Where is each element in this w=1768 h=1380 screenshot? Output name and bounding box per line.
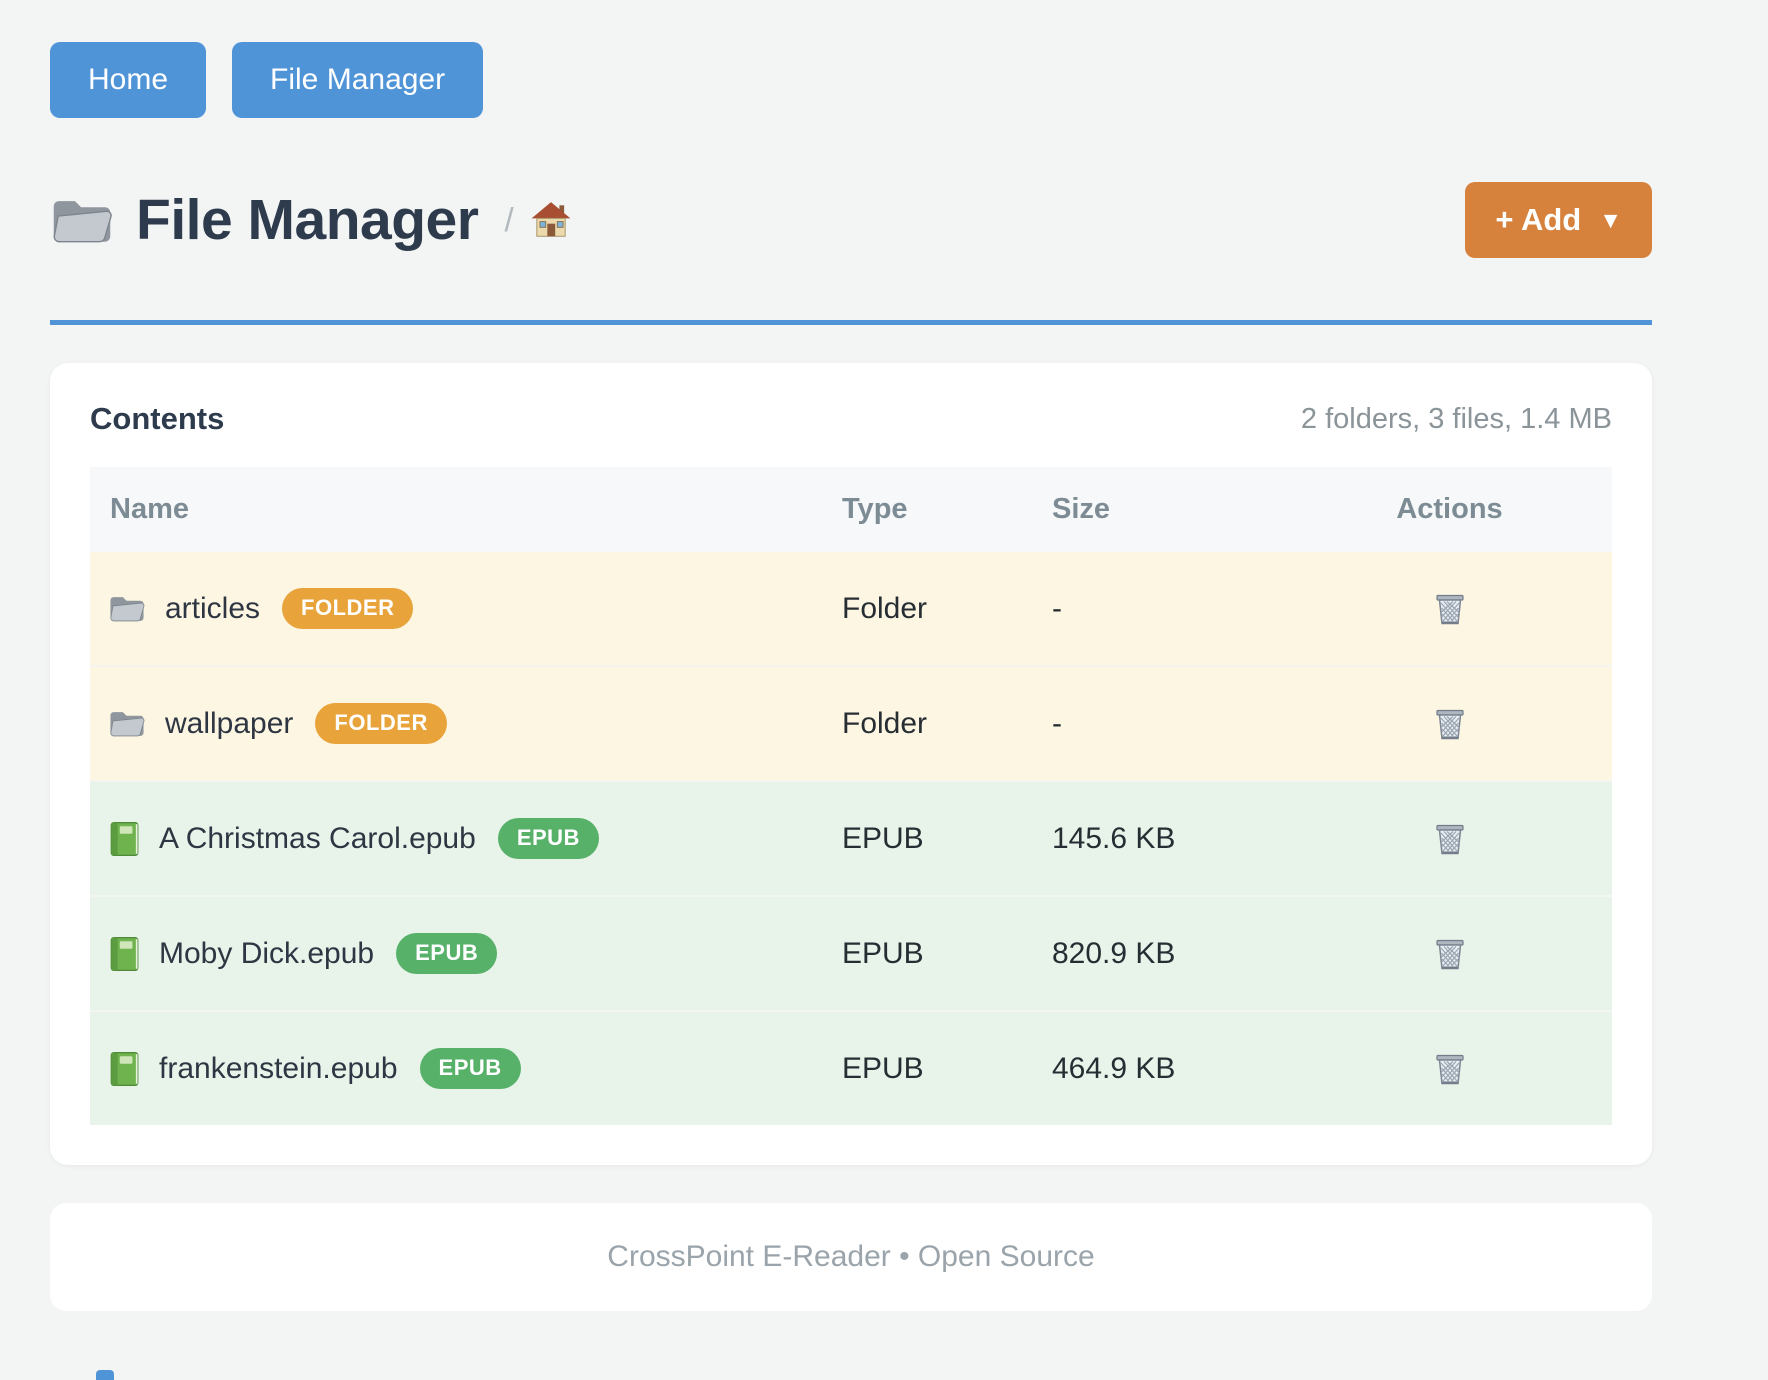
table-row: frankenstein.epub EPUB EPUB 464.9 KB: [90, 1010, 1612, 1125]
add-button[interactable]: + Add ▼: [1465, 182, 1652, 258]
file-link[interactable]: articles: [165, 591, 261, 625]
footer-text: CrossPoint E-Reader • Open Source: [607, 1240, 1095, 1273]
folder-icon: [50, 194, 114, 247]
book-icon: [108, 936, 140, 972]
trash-icon: [1432, 936, 1468, 972]
home-icon[interactable]: [530, 200, 572, 240]
type-cell: EPUB: [842, 1051, 924, 1085]
page-title: File Manager: [136, 188, 479, 252]
type-cell: Folder: [842, 591, 928, 625]
trash-icon: [1432, 1051, 1468, 1087]
offscreen-button-edge: [96, 1370, 114, 1380]
type-cell: Folder: [842, 706, 928, 740]
book-icon: [108, 1051, 140, 1087]
trash-icon: [1432, 706, 1468, 742]
size-cell: 145.6 KB: [1052, 821, 1176, 855]
chevron-down-icon: ▼: [1599, 206, 1622, 233]
nav-home-button[interactable]: Home: [50, 42, 207, 118]
type-cell: EPUB: [842, 821, 924, 855]
type-cell: EPUB: [842, 936, 924, 970]
column-header-name: Name: [110, 493, 189, 525]
size-cell: 820.9 KB: [1052, 936, 1176, 970]
file-table: Name Type Size Actions articles FOLDER F…: [90, 467, 1612, 1125]
breadcrumb-separator: /: [504, 201, 514, 238]
breadcrumb: /: [504, 200, 571, 240]
file-link[interactable]: wallpaper: [165, 706, 294, 740]
file-link[interactable]: frankenstein.epub: [159, 1051, 398, 1085]
delete-button[interactable]: [1428, 702, 1472, 746]
folder-badge: FOLDER: [282, 588, 414, 629]
table-row: Moby Dick.epub EPUB EPUB 820.9 KB: [90, 895, 1612, 1010]
column-header-size: Size: [1052, 493, 1111, 525]
epub-badge: EPUB: [396, 933, 498, 974]
page-header: File Manager / + Add ▼: [50, 182, 1652, 258]
column-header-actions: Actions: [1396, 493, 1503, 525]
folder-icon: [108, 708, 146, 739]
delete-button[interactable]: [1428, 817, 1472, 861]
file-link[interactable]: A Christmas Carol.epub: [159, 821, 476, 855]
table-header: Name Type Size Actions: [90, 467, 1612, 552]
table-row: wallpaper FOLDER Folder -: [90, 665, 1612, 780]
column-header-type: Type: [842, 493, 908, 525]
book-icon: [108, 821, 140, 857]
top-navigation: Home File Manager: [50, 42, 1652, 118]
delete-button[interactable]: [1428, 932, 1472, 976]
contents-title: Contents: [90, 401, 225, 436]
footer: CrossPoint E-Reader • Open Source: [50, 1203, 1652, 1311]
size-cell: 464.9 KB: [1052, 1051, 1176, 1085]
folder-badge: FOLDER: [315, 703, 447, 744]
epub-badge: EPUB: [419, 1048, 521, 1089]
delete-button[interactable]: [1428, 587, 1472, 631]
contents-card: Contents 2 folders, 3 files, 1.4 MB Name…: [50, 363, 1652, 1165]
table-row: articles FOLDER Folder -: [90, 552, 1612, 665]
epub-badge: EPUB: [497, 818, 599, 859]
nav-file-manager-button[interactable]: File Manager: [232, 42, 484, 118]
size-cell: -: [1052, 591, 1062, 625]
add-button-label: + Add: [1495, 202, 1582, 237]
trash-icon: [1432, 591, 1468, 627]
folder-icon: [108, 593, 146, 624]
contents-summary: 2 folders, 3 files, 1.4 MB: [1300, 402, 1612, 435]
header-divider: [50, 320, 1652, 325]
file-link[interactable]: Moby Dick.epub: [159, 936, 375, 970]
trash-icon: [1432, 821, 1468, 857]
table-row: A Christmas Carol.epub EPUB EPUB 145.6 K…: [90, 780, 1612, 895]
size-cell: -: [1052, 706, 1062, 740]
delete-button[interactable]: [1428, 1047, 1472, 1091]
